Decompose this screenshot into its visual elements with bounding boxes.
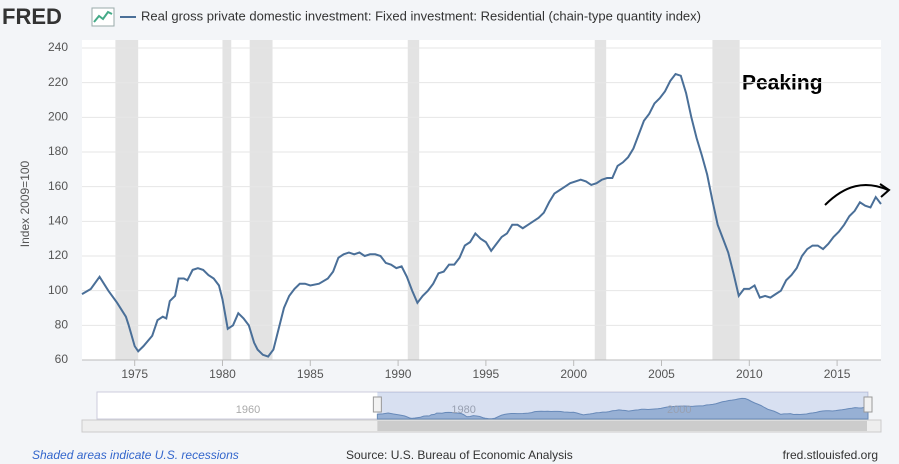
y-tick-label: 160 xyxy=(48,179,68,193)
navigator-area xyxy=(376,397,869,420)
logo: FRED xyxy=(2,4,62,29)
y-tick-label: 140 xyxy=(48,214,68,228)
y-axis-label: Index 2009=100 xyxy=(18,160,32,247)
footer-site[interactable]: fred.stlouisfed.org xyxy=(783,448,878,462)
legend-label: Real gross private domestic investment: … xyxy=(141,8,701,23)
y-tick-label: 80 xyxy=(55,318,69,332)
y-tick-label: 200 xyxy=(48,110,68,124)
x-tick-label: 1995 xyxy=(473,367,500,381)
plot-area xyxy=(82,40,881,360)
recession-band xyxy=(222,40,232,360)
navigator-handle xyxy=(372,396,382,413)
y-tick-label: 220 xyxy=(48,75,68,89)
recession-band xyxy=(115,40,139,360)
y-tick-label: 60 xyxy=(55,352,69,366)
navigator-tick-label: 1980 xyxy=(451,404,475,416)
x-tick-label: 2010 xyxy=(736,367,763,381)
x-tick-label: 1990 xyxy=(385,367,412,381)
x-tick-label: 2005 xyxy=(648,367,675,381)
x-tick-label: 1980 xyxy=(209,367,236,381)
recession-band xyxy=(712,40,740,360)
series-line xyxy=(81,72,882,358)
navigator-tick-label: 1960 xyxy=(236,404,260,416)
footer-note[interactable]: Shaded areas indicate U.S. recessions xyxy=(32,448,239,462)
navigator-handle xyxy=(863,396,873,413)
x-tick-label: 1975 xyxy=(121,367,148,381)
annotation-arrow xyxy=(824,184,889,206)
recession-band xyxy=(594,40,607,360)
y-tick-label: 240 xyxy=(48,40,68,54)
footer-source: Source: U.S. Bureau of Economic Analysis xyxy=(346,448,573,462)
scrollbar-thumb xyxy=(377,421,867,431)
annotation-arrowhead xyxy=(879,183,891,198)
recession-band xyxy=(249,40,273,360)
navigator-selection xyxy=(377,392,868,419)
x-tick-label: 2015 xyxy=(824,367,851,381)
x-tick-label: 2000 xyxy=(560,367,587,381)
logo-icon xyxy=(91,7,115,27)
x-tick-label: 1985 xyxy=(297,367,324,381)
y-tick-label: 120 xyxy=(48,248,68,262)
y-tick-label: 100 xyxy=(48,283,68,297)
logo-icon-line xyxy=(93,10,113,23)
y-tick-label: 180 xyxy=(48,144,68,158)
recession-band xyxy=(407,40,420,360)
navigator-tick-label: 2000 xyxy=(667,404,691,416)
